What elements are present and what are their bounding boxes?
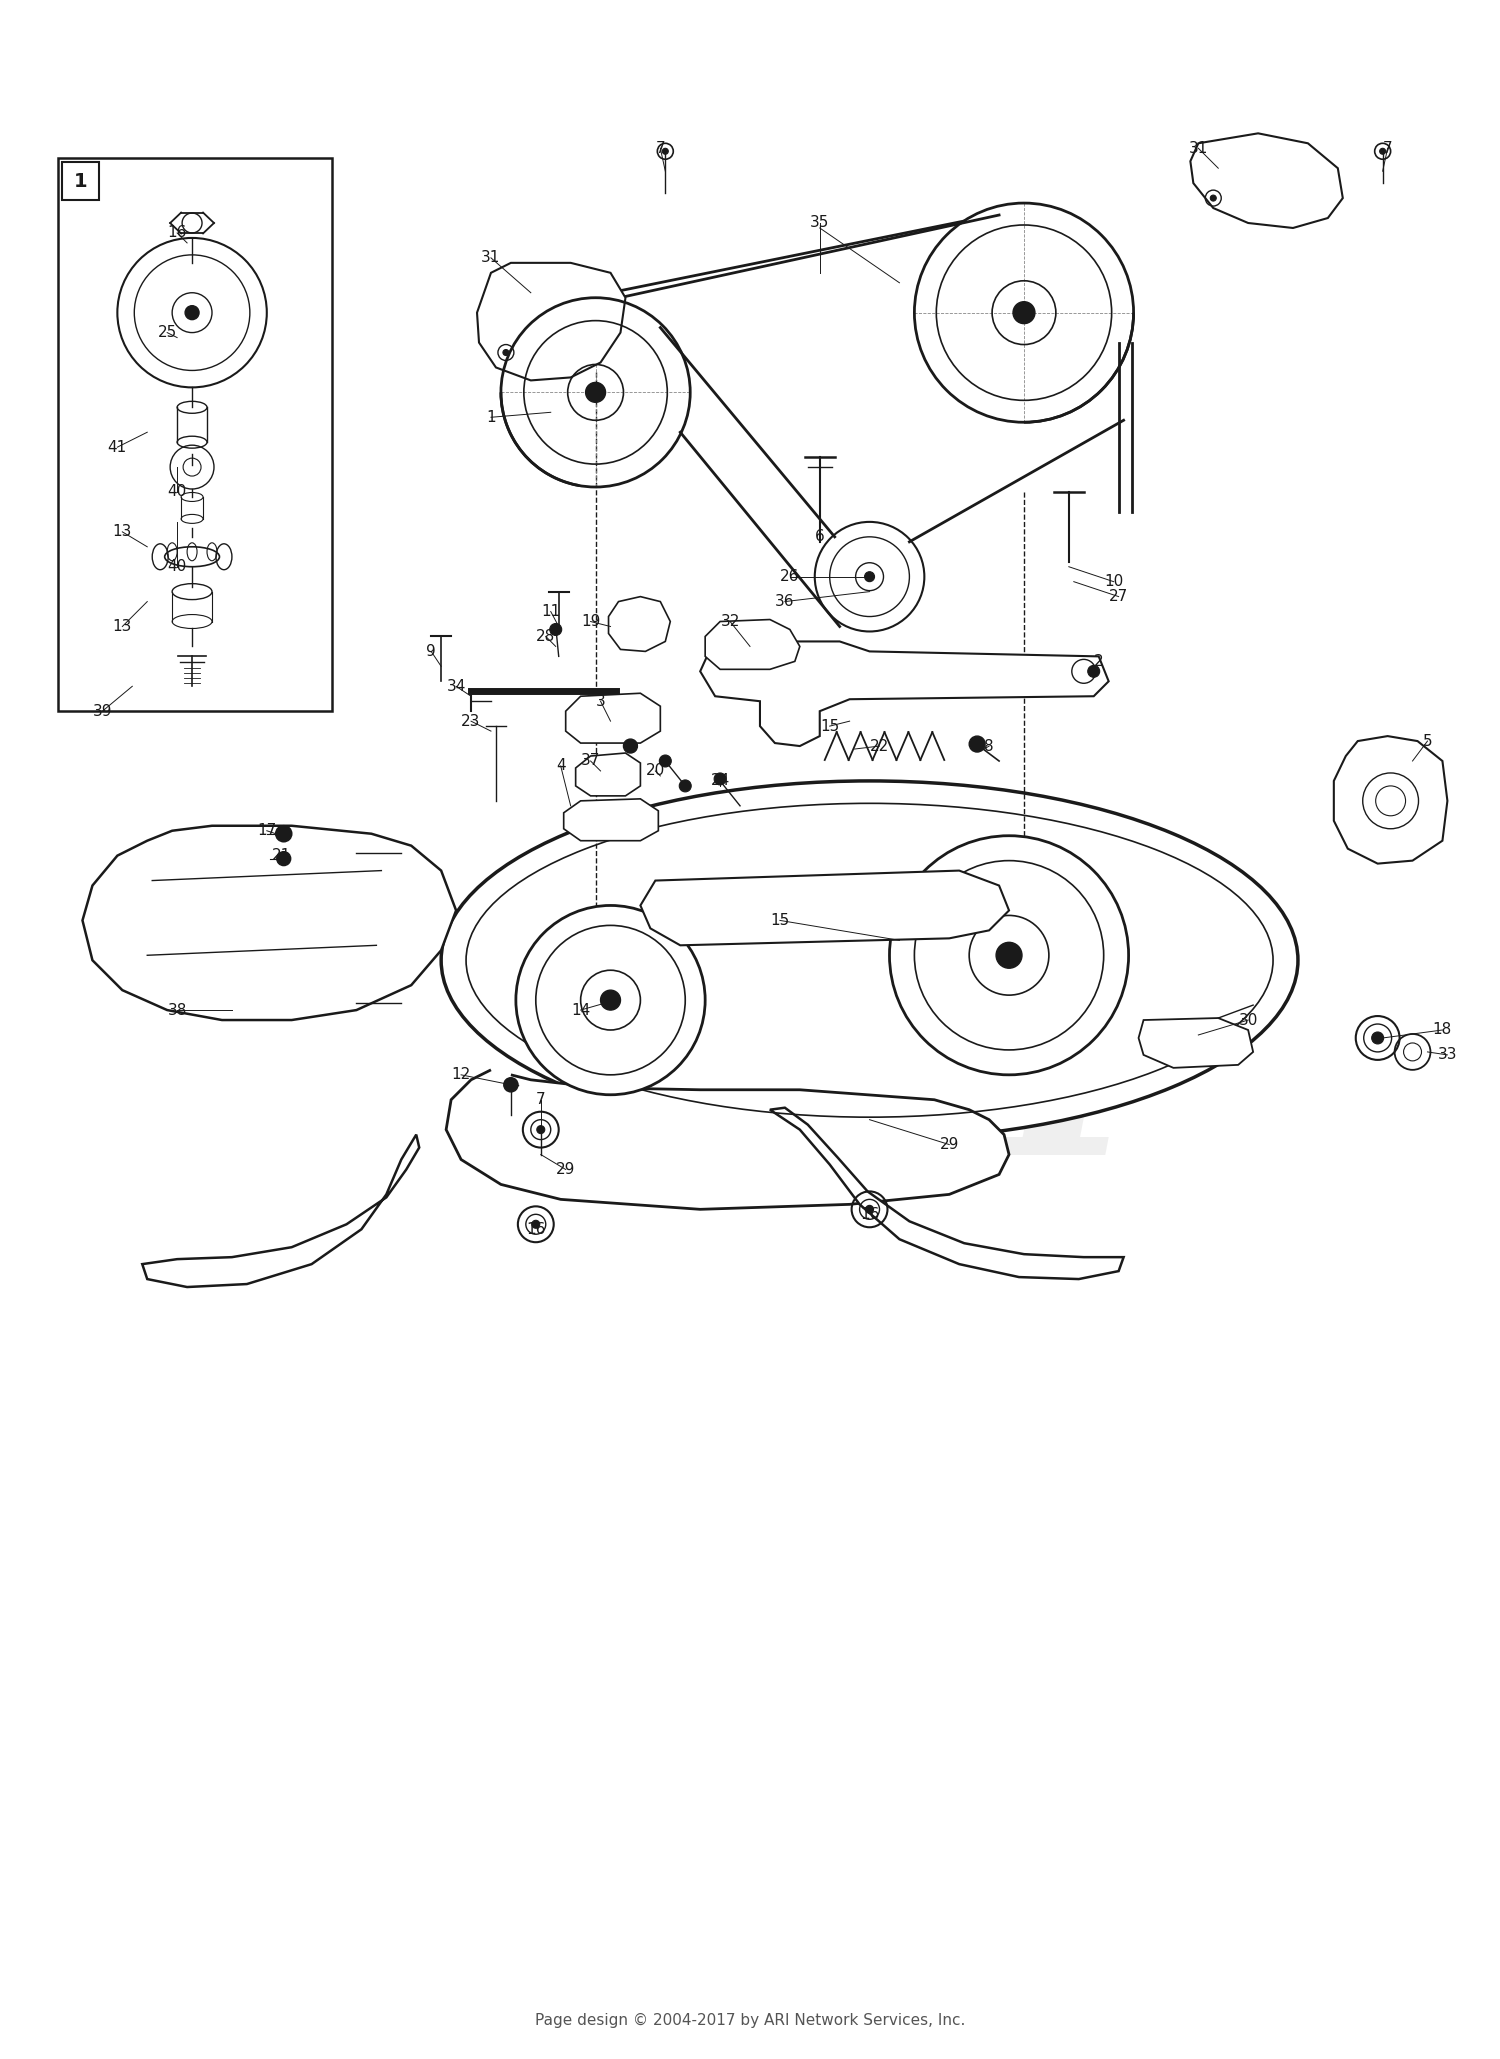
Text: 19: 19 xyxy=(580,614,600,628)
Circle shape xyxy=(1088,665,1100,677)
Text: 35: 35 xyxy=(810,216,830,231)
Ellipse shape xyxy=(441,780,1298,1139)
Polygon shape xyxy=(566,694,660,743)
Polygon shape xyxy=(609,597,670,651)
Text: 7: 7 xyxy=(1383,140,1392,156)
Text: 29: 29 xyxy=(556,1161,576,1178)
Circle shape xyxy=(549,624,561,636)
Bar xyxy=(62,163,99,200)
Text: 29: 29 xyxy=(939,1137,958,1153)
Text: 5: 5 xyxy=(1422,733,1432,749)
Text: 39: 39 xyxy=(93,704,112,719)
Polygon shape xyxy=(705,620,800,669)
Text: 20: 20 xyxy=(645,764,664,778)
Text: ARI: ARI xyxy=(509,922,1142,1219)
Text: 10: 10 xyxy=(1104,574,1124,589)
Polygon shape xyxy=(477,264,626,381)
Circle shape xyxy=(996,943,1022,968)
Text: 41: 41 xyxy=(108,441,128,455)
Text: 6: 6 xyxy=(815,529,825,544)
Text: 36: 36 xyxy=(776,595,795,609)
Text: 24: 24 xyxy=(711,774,729,789)
Text: 40: 40 xyxy=(168,484,188,500)
Circle shape xyxy=(504,1077,518,1091)
Circle shape xyxy=(1380,148,1386,154)
Text: 17: 17 xyxy=(256,824,276,838)
Text: 18: 18 xyxy=(1432,1023,1452,1038)
Circle shape xyxy=(864,572,874,581)
Text: 7: 7 xyxy=(536,1091,546,1108)
Polygon shape xyxy=(576,754,640,797)
Circle shape xyxy=(516,906,705,1095)
Polygon shape xyxy=(82,826,456,1019)
Circle shape xyxy=(278,852,291,865)
Text: 7: 7 xyxy=(656,140,664,156)
Polygon shape xyxy=(1191,134,1342,229)
Polygon shape xyxy=(446,1071,1010,1209)
Bar xyxy=(57,159,332,710)
Circle shape xyxy=(865,1205,873,1213)
Text: 11: 11 xyxy=(542,603,561,620)
Circle shape xyxy=(276,826,291,842)
Circle shape xyxy=(660,756,672,766)
Text: 15: 15 xyxy=(771,912,789,929)
Polygon shape xyxy=(770,1108,1124,1279)
Text: 28: 28 xyxy=(536,628,555,644)
Text: 9: 9 xyxy=(426,644,436,659)
Circle shape xyxy=(680,780,692,793)
Text: 33: 33 xyxy=(1437,1048,1456,1062)
Text: 30: 30 xyxy=(1239,1013,1258,1027)
Circle shape xyxy=(537,1126,544,1135)
Circle shape xyxy=(585,383,606,402)
Text: 8: 8 xyxy=(984,739,994,754)
Circle shape xyxy=(1013,303,1035,323)
Text: 16: 16 xyxy=(859,1207,879,1221)
Text: 40: 40 xyxy=(168,560,188,574)
Text: 14: 14 xyxy=(572,1003,591,1017)
Text: 38: 38 xyxy=(168,1003,188,1017)
Text: 1: 1 xyxy=(74,171,87,191)
Polygon shape xyxy=(700,642,1108,745)
Circle shape xyxy=(890,836,1128,1075)
Text: 25: 25 xyxy=(158,325,177,340)
Text: 13: 13 xyxy=(112,525,132,539)
Text: 22: 22 xyxy=(870,739,889,754)
Text: 12: 12 xyxy=(452,1067,471,1083)
Circle shape xyxy=(600,990,621,1011)
Circle shape xyxy=(969,735,986,752)
Text: 3: 3 xyxy=(596,694,606,708)
Text: 21: 21 xyxy=(272,848,291,863)
Polygon shape xyxy=(1334,735,1448,863)
Text: 13: 13 xyxy=(112,620,132,634)
Circle shape xyxy=(714,772,726,784)
Text: 31: 31 xyxy=(482,251,501,266)
Text: 27: 27 xyxy=(1108,589,1128,603)
Text: 37: 37 xyxy=(580,754,600,768)
Text: 16: 16 xyxy=(168,226,188,241)
Circle shape xyxy=(624,739,638,754)
Text: 16: 16 xyxy=(526,1221,546,1237)
Text: 26: 26 xyxy=(780,568,800,585)
Circle shape xyxy=(184,305,200,319)
Text: 34: 34 xyxy=(447,679,466,694)
Text: 23: 23 xyxy=(462,714,480,729)
Polygon shape xyxy=(640,871,1010,945)
Circle shape xyxy=(532,1221,540,1229)
Polygon shape xyxy=(1138,1017,1252,1069)
Polygon shape xyxy=(142,1135,419,1287)
Text: 32: 32 xyxy=(720,614,740,628)
Text: 31: 31 xyxy=(1188,140,1208,156)
Text: 1: 1 xyxy=(486,410,496,424)
Text: Page design © 2004-2017 by ARI Network Services, Inc.: Page design © 2004-2017 by ARI Network S… xyxy=(536,2014,964,2028)
Circle shape xyxy=(503,350,509,356)
Circle shape xyxy=(663,148,669,154)
Text: 15: 15 xyxy=(821,719,840,733)
Circle shape xyxy=(1210,196,1216,202)
Polygon shape xyxy=(564,799,658,840)
Text: 4: 4 xyxy=(556,758,566,774)
Text: 2: 2 xyxy=(1094,655,1104,669)
Circle shape xyxy=(1371,1032,1383,1044)
